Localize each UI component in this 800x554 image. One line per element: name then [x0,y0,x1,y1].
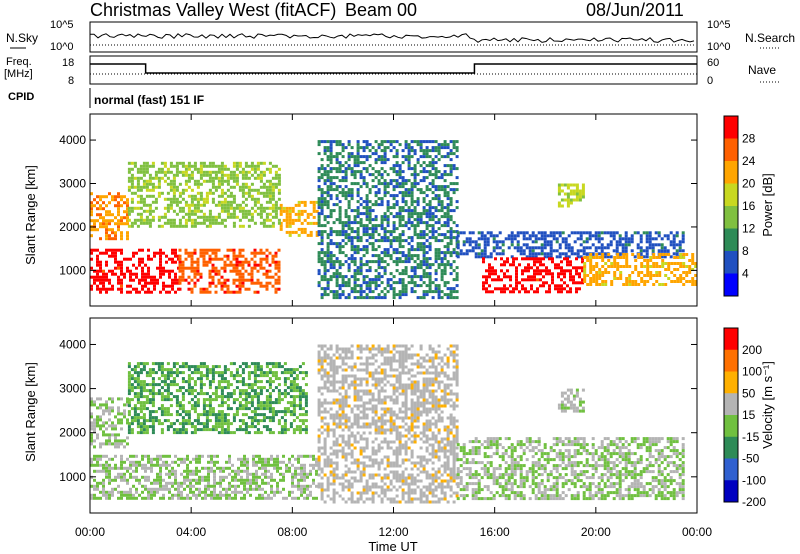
y-tick-label: 3000 [59,177,86,191]
colorbar-swatch [724,161,738,184]
region-1 [178,248,281,294]
colorbar-swatch [724,206,738,229]
x-tick-label: 08:00 [277,525,307,539]
x-axis-label: Time UT [368,539,417,554]
colorbar-swatch [724,393,738,416]
region-7 [482,257,584,294]
y-tick-label: 3000 [59,382,86,396]
station-title: Christmas Valley West (fitACF) [90,0,336,20]
noise-right-tick-bottom: 10^0 [707,41,731,53]
cpid-mode-text: normal (fast) 151 IF [94,93,204,107]
noise-left-tick-bottom: 10^0 [50,41,74,53]
y-tick-label: 1000 [59,263,86,277]
x-tick-label: 16:00 [480,525,510,539]
colorbar-tick-label: 100 [742,365,762,379]
colorbar-tick-label: 8 [742,244,749,258]
region-5 [557,388,585,413]
y-tick-label: 4000 [59,133,86,147]
colorbar-swatch [724,273,738,297]
noise-sky-label: N.Sky [6,31,38,45]
colorbar-swatch [724,328,738,351]
velocity-ylabel: Slant Range [km] [23,362,38,462]
region-4 [127,161,281,228]
power-colorbar: 28 24 20 16 12 8 4 [723,115,756,297]
region-6 [456,231,685,259]
x-tick-label: 12:00 [378,525,408,539]
power-colorbar-label: Power [dB] [760,173,775,237]
y-tick-label: 2000 [59,426,86,440]
date-label: 08/Jun/2011 [586,0,684,20]
colorbar-tick-label: 200 [742,343,762,357]
velocity-colorbar: 200 100 50 15 -15 -50 -100 -200 [723,327,766,509]
colorbar-swatch [724,116,738,139]
x-tick-label: 20:00 [581,525,611,539]
colorbar-tick-label: 28 [742,132,756,146]
noise-search-label: N.Search [745,31,795,45]
region-9 [557,183,585,208]
region-1 [90,397,129,449]
region-2 [127,362,308,435]
region-0 [90,248,180,294]
freq-tick-top: 18 [62,57,74,69]
freq-panel-frame [89,55,698,85]
colorbar-tick-label: 4 [742,267,749,281]
cpid-label: CPID [8,91,34,103]
colorbar-tick-label: 24 [742,154,756,168]
velocity-colorbar-label: Velocity [m s⁻¹] [760,361,775,449]
region-4 [456,437,685,501]
colorbar-swatch [724,228,738,252]
x-tick-label: 00:00 [75,525,105,539]
noise-sky-line [89,33,695,43]
x-tick-label: 04:00 [176,525,206,539]
freq-line [90,63,697,74]
noise-panel-frame [89,21,698,53]
colorbar-tick-label: -15 [742,430,760,444]
y-tick-label: 2000 [59,220,86,234]
y-tick-label: 1000 [59,470,86,484]
velocity-panel: 1000 2000 3000 4000 00:00 04:00 08:00 12:00 16:0… [59,317,712,539]
colorbar-swatch [724,138,738,162]
colorbar-tick-label: 15 [742,408,756,422]
noise-right-tick-top: 10^5 [707,19,731,31]
power-ylabel: Slant Range [km] [23,165,38,265]
region-5 [317,140,459,300]
colorbar-tick-label: -100 [742,473,766,487]
colorbar-frame [723,327,739,503]
colorbar-tick-label: -200 [742,495,766,509]
region-2 [279,200,319,237]
colorbar-tick-label: 20 [742,177,756,191]
colorbar-tick-label: 12 [742,222,756,236]
colorbar-swatch [724,183,738,207]
colorbar-swatch [724,480,738,503]
colorbar-swatch [724,251,738,274]
nave-tick-top: 60 [707,57,719,69]
colorbar-swatch [724,415,738,438]
nave-label: Nave [748,63,776,77]
y-tick-label: 4000 [59,337,86,351]
region-3 [317,344,459,504]
colorbar-swatch [724,349,738,372]
freq-tick-bottom: 8 [68,75,74,87]
freq-label-line2: [MHz] [4,68,33,80]
beam-label: Beam 00 [345,0,417,20]
colorbar-tick-label: -50 [742,452,760,466]
region-3 [90,192,129,241]
power-panel: 1000 2000 3000 4000 [59,113,698,307]
colorbar-swatch [724,371,738,394]
freq-label-line1: Freq. [6,56,32,68]
x-tick-label: 00:00 [682,525,712,539]
region-0 [90,454,318,500]
colorbar-swatch [724,436,738,459]
colorbar-tick-label: 50 [742,386,756,400]
region-8 [583,253,698,286]
colorbar-frame [723,115,739,297]
colorbar-swatch [724,458,738,481]
nave-tick-bottom: 0 [707,75,713,87]
colorbar-tick-label: 16 [742,199,756,213]
noise-left-tick-top: 10^5 [50,19,74,31]
